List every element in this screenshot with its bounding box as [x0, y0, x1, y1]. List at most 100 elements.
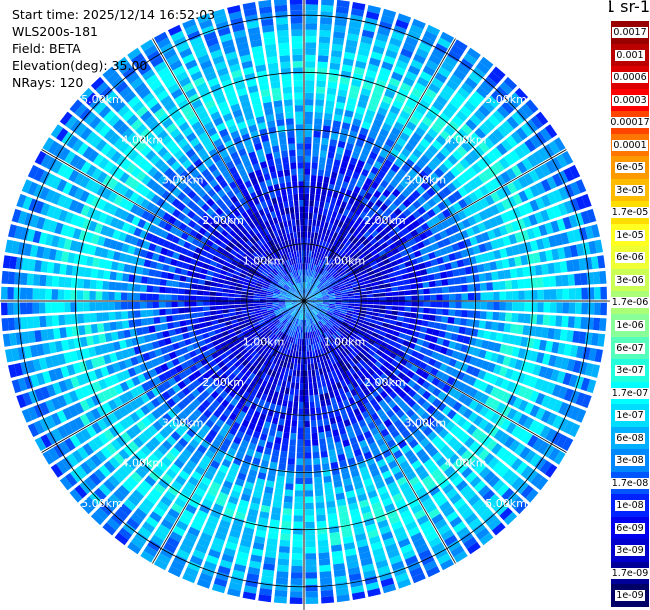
range-gate — [378, 284, 385, 289]
range-gate — [165, 308, 173, 315]
range-gate — [68, 404, 79, 418]
range-gate — [46, 205, 56, 218]
range-gate — [96, 405, 107, 417]
range-gate — [275, 344, 281, 352]
range-gate — [418, 121, 430, 132]
range-gate — [310, 277, 315, 284]
range-gate — [354, 165, 363, 174]
range-gate — [508, 233, 518, 245]
range-gate — [372, 547, 385, 557]
range-gate — [274, 289, 281, 294]
range-gate — [106, 517, 121, 531]
range-gate — [308, 269, 311, 277]
range-gate — [439, 230, 448, 239]
range-gate — [166, 249, 175, 258]
range-gate — [353, 247, 360, 255]
range-gate — [45, 302, 52, 314]
range-gate — [320, 4, 334, 13]
range-gate — [477, 263, 485, 273]
range-gate — [254, 290, 261, 294]
range-gate — [262, 569, 275, 578]
range-gate — [292, 303, 299, 307]
range-gate — [167, 322, 175, 330]
range-gate — [419, 247, 428, 256]
range-gate — [293, 293, 300, 298]
range-gate — [77, 142, 89, 156]
range-gate — [62, 181, 73, 195]
range-gate — [433, 272, 441, 280]
range-gate — [450, 368, 460, 378]
range-gate — [198, 255, 206, 262]
range-gate — [235, 557, 248, 567]
range-gate — [456, 259, 465, 268]
range-gate — [205, 355, 214, 363]
range-gate — [102, 415, 113, 428]
range-gate — [377, 106, 388, 116]
range-gate — [435, 315, 442, 322]
range-gate — [282, 514, 292, 522]
range-gate — [335, 199, 342, 207]
range-gate — [333, 114, 343, 122]
range-gate — [214, 251, 222, 258]
range-gate — [351, 514, 362, 523]
range-gate — [538, 339, 547, 351]
range-gate — [317, 175, 324, 183]
range-gate — [307, 263, 310, 270]
range-gate — [109, 271, 117, 281]
range-gate — [148, 453, 160, 465]
range-gate — [380, 373, 388, 381]
range-gate — [355, 345, 363, 352]
range-gate — [249, 357, 256, 365]
range-gate — [347, 211, 354, 219]
range-gate — [304, 364, 308, 371]
range-gate — [378, 194, 387, 203]
range-gate — [393, 217, 402, 225]
range-gate — [226, 403, 235, 412]
range-gate — [216, 246, 225, 254]
range-gate — [451, 115, 464, 127]
range-gate — [199, 414, 208, 424]
range-gate — [425, 349, 434, 357]
range-gate — [201, 381, 210, 390]
range-gate — [446, 79, 459, 91]
range-gate — [167, 508, 180, 519]
range-gate — [569, 181, 581, 196]
range-gate — [493, 342, 502, 353]
range-gate — [266, 338, 272, 345]
range-gate — [252, 275, 259, 281]
range-gate — [345, 224, 352, 232]
range-gate — [420, 222, 430, 231]
range-gate — [82, 348, 91, 359]
range-gate — [251, 264, 258, 270]
range-gate — [90, 233, 100, 245]
range-gate — [525, 119, 538, 133]
range-gate — [181, 486, 193, 498]
range-gate — [250, 554, 263, 563]
range-gate — [442, 394, 452, 405]
range-gate — [259, 296, 267, 299]
range-gate — [238, 445, 247, 454]
range-gate — [56, 460, 69, 475]
range-gate — [292, 546, 303, 554]
range-gate — [398, 291, 405, 296]
range-gate — [549, 289, 557, 300]
range-gate — [518, 190, 529, 203]
range-gate — [272, 417, 279, 425]
range-gate — [192, 214, 201, 223]
range-gate — [312, 278, 317, 285]
range-gate — [475, 338, 483, 348]
range-gate — [70, 302, 77, 312]
range-gate — [427, 394, 437, 404]
range-gate — [32, 230, 42, 244]
range-gate — [261, 287, 268, 291]
range-gate — [338, 336, 344, 343]
range-gate — [286, 362, 291, 369]
range-gate — [102, 280, 110, 290]
range-gate — [308, 305, 313, 311]
range-gate — [310, 414, 316, 421]
range-gate — [316, 281, 321, 287]
range-gate — [208, 444, 218, 454]
range-gate — [460, 531, 474, 544]
range-gate — [119, 252, 127, 262]
range-gate — [518, 290, 525, 300]
